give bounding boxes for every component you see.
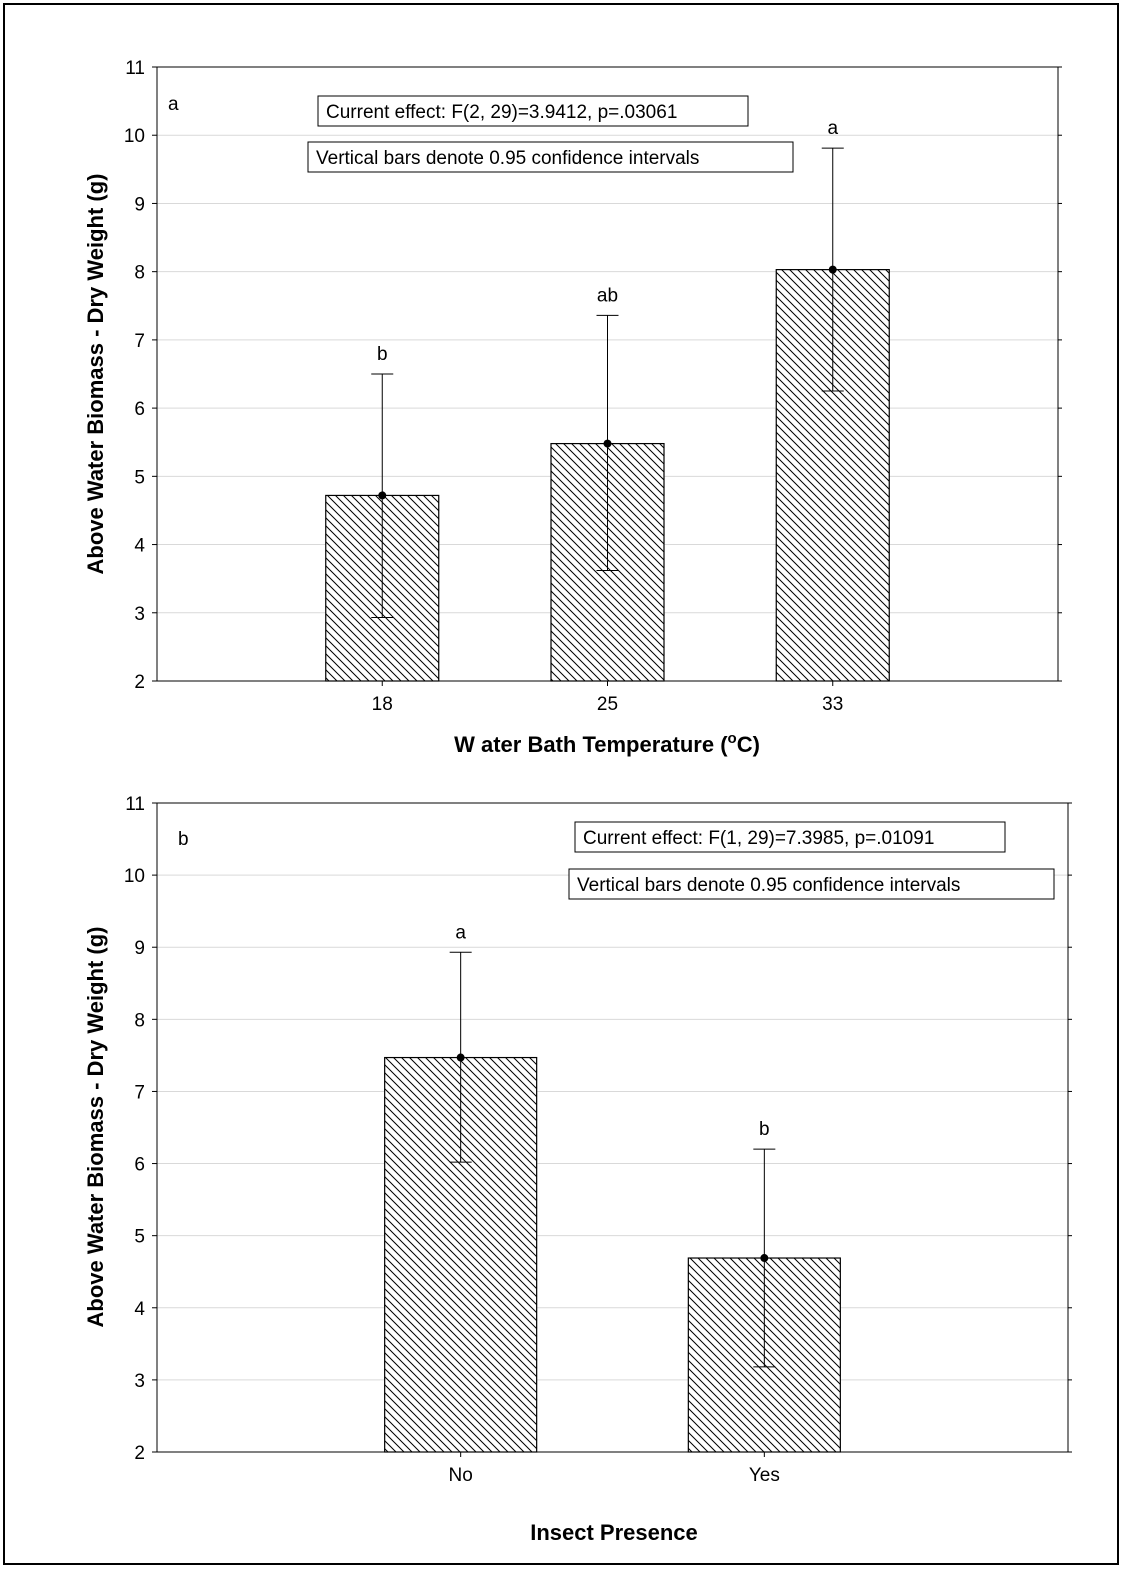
ci-note-a: Vertical bars denote 0.95 confidence int…	[316, 148, 699, 169]
y-tick-label: 2	[134, 1443, 145, 1464]
chart-panel-b: a b 2 3 4 5 6 7 8 9 10 11 No Yes b Current effect: F…	[83, 794, 1072, 1545]
plot-area-b	[156, 802, 1069, 1453]
mean-point	[760, 1254, 769, 1263]
y-tick-label: 11	[125, 794, 145, 815]
mean-point	[378, 491, 387, 500]
ci-note-box-a: Vertical bars denote 0.95 confidence int…	[307, 141, 794, 173]
y-tick-label: 6	[134, 1155, 145, 1176]
significance-letter: ab	[597, 285, 618, 306]
ci-note-box-b: Vertical bars denote 0.95 confidence int…	[568, 868, 1055, 900]
y-tick-label: 9	[134, 194, 145, 215]
y-tick-label: 8	[134, 1010, 145, 1031]
figure-frame	[3, 3, 1119, 1565]
panel-label-a: a	[168, 94, 179, 115]
x-tick-label: 25	[597, 694, 618, 715]
significance-letter: a	[455, 922, 466, 943]
y-axis-label-b: Above Water Biomass - Dry Weight (g)	[83, 927, 108, 1328]
x-tick-label: Yes	[749, 1465, 780, 1486]
significance-letter: a	[827, 118, 838, 139]
mean-point	[603, 439, 612, 448]
panel-label-b: b	[178, 829, 189, 850]
y-tick-label: 11	[125, 58, 145, 79]
y-tick-label: 3	[134, 604, 145, 625]
y-tick-label: 4	[134, 1299, 145, 1320]
y-tick-label: 4	[134, 536, 145, 557]
significance-letter: b	[759, 1119, 770, 1140]
y-tick-label: 10	[124, 866, 145, 887]
y-tick-label: 7	[134, 331, 145, 352]
chart-panel-a: b ab a 2 3 4 5 6 7 8 9 10 11 18 25 33 a Current effect…	[83, 58, 1062, 757]
stat-annotation-box-b: Current effect: F(1, 29)=7.3985, p=.0109…	[574, 821, 1006, 853]
y-tick-label: 3	[134, 1371, 145, 1392]
y-tick-label: 8	[134, 263, 145, 284]
y-tick-label: 6	[134, 399, 145, 420]
significance-letter: b	[377, 344, 388, 365]
stat-annotation-b: Current effect: F(1, 29)=7.3985, p=.0109…	[583, 828, 934, 849]
y-tick-label: 5	[134, 467, 145, 488]
stat-annotation-a: Current effect: F(2, 29)=3.9412, p=.0306…	[326, 102, 677, 123]
y-tick-label: 2	[134, 672, 145, 693]
y-tick-label: 5	[134, 1227, 145, 1248]
x-tick-label: 18	[372, 694, 393, 715]
stat-annotation-box-a: Current effect: F(2, 29)=3.9412, p=.0306…	[317, 95, 749, 127]
mean-point	[456, 1053, 465, 1062]
x-tick-label: 33	[822, 694, 843, 715]
mean-point	[828, 265, 837, 274]
x-axis-label-b: Insect Presence	[530, 1520, 698, 1545]
y-tick-label: 9	[134, 938, 145, 959]
y-axis-label-a: Above Water Biomass - Dry Weight (g)	[83, 174, 108, 575]
x-tick-label: No	[449, 1465, 473, 1486]
x-axis-label-a: W ater Bath Temperature (oC)	[454, 730, 760, 757]
y-tick-label: 7	[134, 1082, 145, 1103]
ci-note-b: Vertical bars denote 0.95 confidence int…	[577, 875, 960, 896]
y-tick-label: 10	[124, 126, 145, 147]
plot-area-a	[156, 66, 1059, 682]
